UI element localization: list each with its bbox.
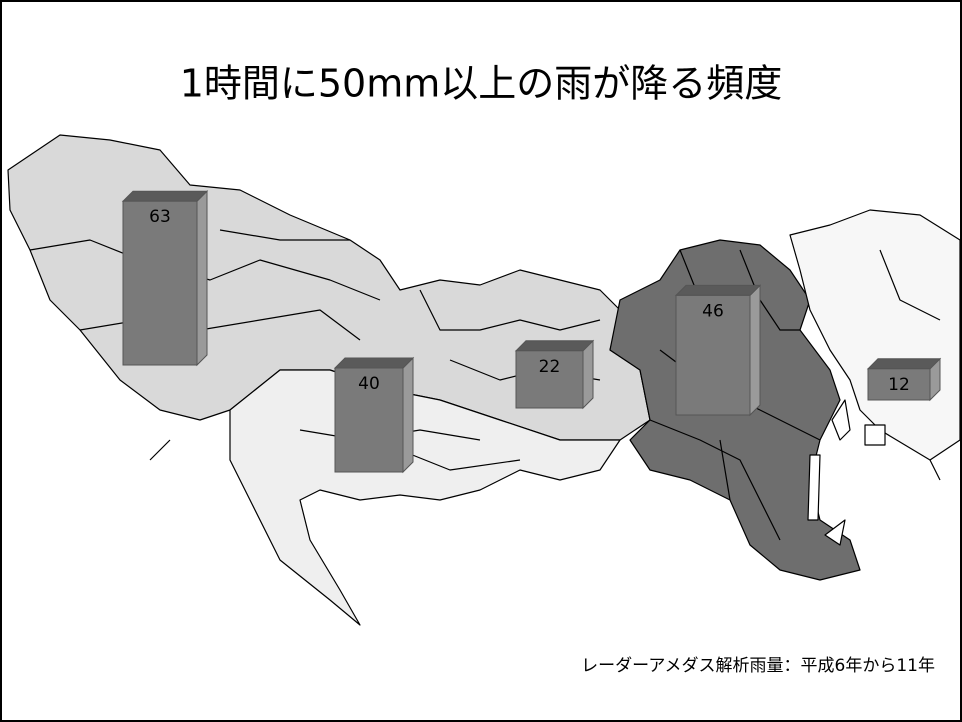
islands bbox=[807, 399, 886, 546]
bar bbox=[122, 200, 198, 366]
bar bbox=[867, 368, 931, 401]
bar-side bbox=[196, 189, 208, 367]
value-label: 46 bbox=[702, 301, 724, 321]
value-label: 63 bbox=[149, 207, 171, 227]
bar-top bbox=[333, 357, 415, 369]
bar-side bbox=[749, 284, 761, 417]
bar-side bbox=[402, 356, 414, 474]
value-label: 12 bbox=[888, 375, 910, 395]
bar bbox=[334, 367, 404, 473]
bar-top bbox=[121, 190, 209, 202]
bar bbox=[675, 294, 751, 416]
bar-top bbox=[674, 284, 762, 296]
value-label: 40 bbox=[358, 374, 380, 394]
region-south bbox=[229, 369, 621, 626]
value-label: 22 bbox=[539, 357, 561, 377]
chart-title: 1時間に50mm以上の雨が降る頻度 bbox=[180, 62, 783, 106]
source-note: レーダーアメダス解析雨量：平成6年から11年 bbox=[581, 656, 935, 676]
bar-top bbox=[866, 358, 942, 370]
bar bbox=[515, 350, 584, 409]
bar-top bbox=[514, 340, 595, 352]
bar-side bbox=[582, 339, 594, 410]
